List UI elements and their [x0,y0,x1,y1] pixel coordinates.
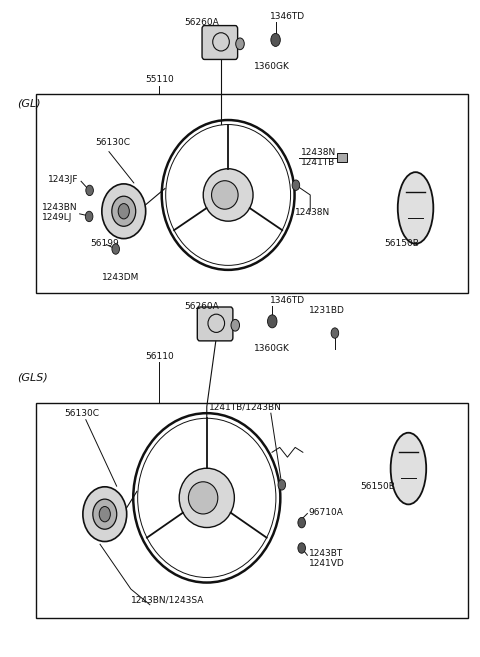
Circle shape [85,212,93,221]
Text: 1346TD: 1346TD [270,296,305,305]
Circle shape [267,315,277,328]
Text: 1241VD: 1241VD [309,558,345,568]
Circle shape [112,244,120,254]
Text: 56260A: 56260A [185,302,219,311]
Bar [36,94,468,292]
Circle shape [278,480,286,490]
Text: 56150B: 56150B [360,482,395,491]
Text: 56199: 56199 [91,239,120,248]
Ellipse shape [166,125,290,265]
Text: 56110: 56110 [145,352,174,361]
Text: (GLS): (GLS) [17,373,48,382]
Text: 1346TD: 1346TD [270,12,305,21]
Circle shape [86,185,94,196]
Ellipse shape [203,169,253,221]
Ellipse shape [138,419,276,578]
Circle shape [298,543,305,553]
Ellipse shape [93,499,117,529]
Text: 1249LJ: 1249LJ [42,213,72,221]
Circle shape [331,328,339,338]
Circle shape [271,34,280,47]
Text: 1243JF: 1243JF [48,175,78,185]
Text: 96710A: 96710A [309,508,344,516]
Text: 1231BD: 1231BD [309,306,345,315]
Text: 1243BT: 1243BT [309,549,343,558]
Bar [36,403,468,618]
Text: 1243BN/1243SA: 1243BN/1243SA [131,596,204,604]
Text: 56130C: 56130C [96,139,130,147]
Text: 1241TB/1243BN: 1241TB/1243BN [209,403,282,412]
Ellipse shape [391,433,426,505]
Circle shape [99,507,110,522]
Ellipse shape [212,181,238,209]
Bar [337,153,347,162]
Ellipse shape [112,196,136,226]
Circle shape [292,180,300,191]
FancyBboxPatch shape [202,26,238,59]
Text: 56260A: 56260A [185,18,219,27]
Text: 55110: 55110 [145,75,174,84]
Text: 56150B: 56150B [384,238,419,248]
Text: 56130C: 56130C [64,409,99,419]
Circle shape [236,38,244,50]
Ellipse shape [179,468,234,528]
Text: 1243BN: 1243BN [42,203,77,212]
Ellipse shape [189,482,218,514]
Text: 1241TB: 1241TB [301,158,335,167]
Text: 1360GK: 1360GK [254,344,290,353]
Circle shape [118,204,129,219]
Circle shape [298,518,305,528]
Ellipse shape [398,172,433,244]
Text: 1360GK: 1360GK [254,62,290,71]
Text: 1243DM: 1243DM [102,273,140,283]
Ellipse shape [83,487,127,541]
Text: 12438N: 12438N [301,148,336,157]
Text: 12438N: 12438N [295,208,330,217]
Text: (GL): (GL) [17,99,41,109]
Ellipse shape [102,184,146,238]
Circle shape [231,319,240,331]
FancyBboxPatch shape [197,307,233,341]
